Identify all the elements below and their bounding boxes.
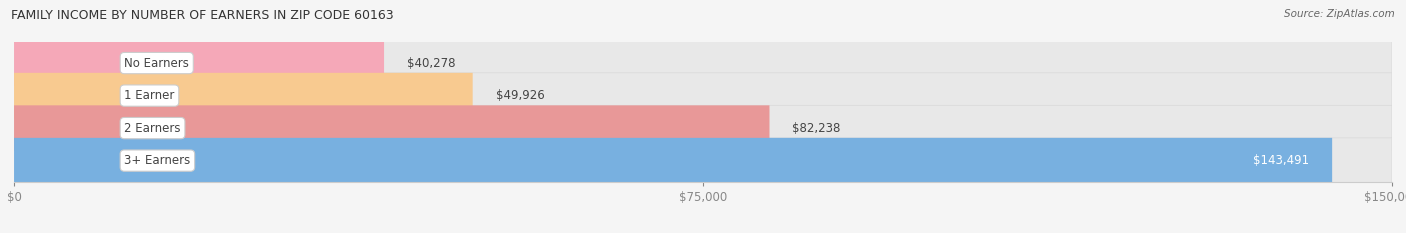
Text: 2 Earners: 2 Earners bbox=[124, 122, 181, 135]
Text: $82,238: $82,238 bbox=[793, 122, 841, 135]
Text: 1 Earner: 1 Earner bbox=[124, 89, 174, 102]
FancyBboxPatch shape bbox=[14, 138, 1392, 183]
Text: FAMILY INCOME BY NUMBER OF EARNERS IN ZIP CODE 60163: FAMILY INCOME BY NUMBER OF EARNERS IN ZI… bbox=[11, 9, 394, 22]
Text: 3+ Earners: 3+ Earners bbox=[124, 154, 191, 167]
Text: $143,491: $143,491 bbox=[1253, 154, 1309, 167]
FancyBboxPatch shape bbox=[14, 105, 1392, 151]
Text: $49,926: $49,926 bbox=[496, 89, 544, 102]
Text: $40,278: $40,278 bbox=[406, 57, 456, 70]
FancyBboxPatch shape bbox=[14, 73, 472, 118]
Text: Source: ZipAtlas.com: Source: ZipAtlas.com bbox=[1284, 9, 1395, 19]
FancyBboxPatch shape bbox=[14, 105, 769, 151]
FancyBboxPatch shape bbox=[14, 40, 384, 86]
FancyBboxPatch shape bbox=[14, 73, 1392, 118]
FancyBboxPatch shape bbox=[14, 40, 1392, 86]
Text: No Earners: No Earners bbox=[124, 57, 190, 70]
FancyBboxPatch shape bbox=[14, 138, 1331, 183]
